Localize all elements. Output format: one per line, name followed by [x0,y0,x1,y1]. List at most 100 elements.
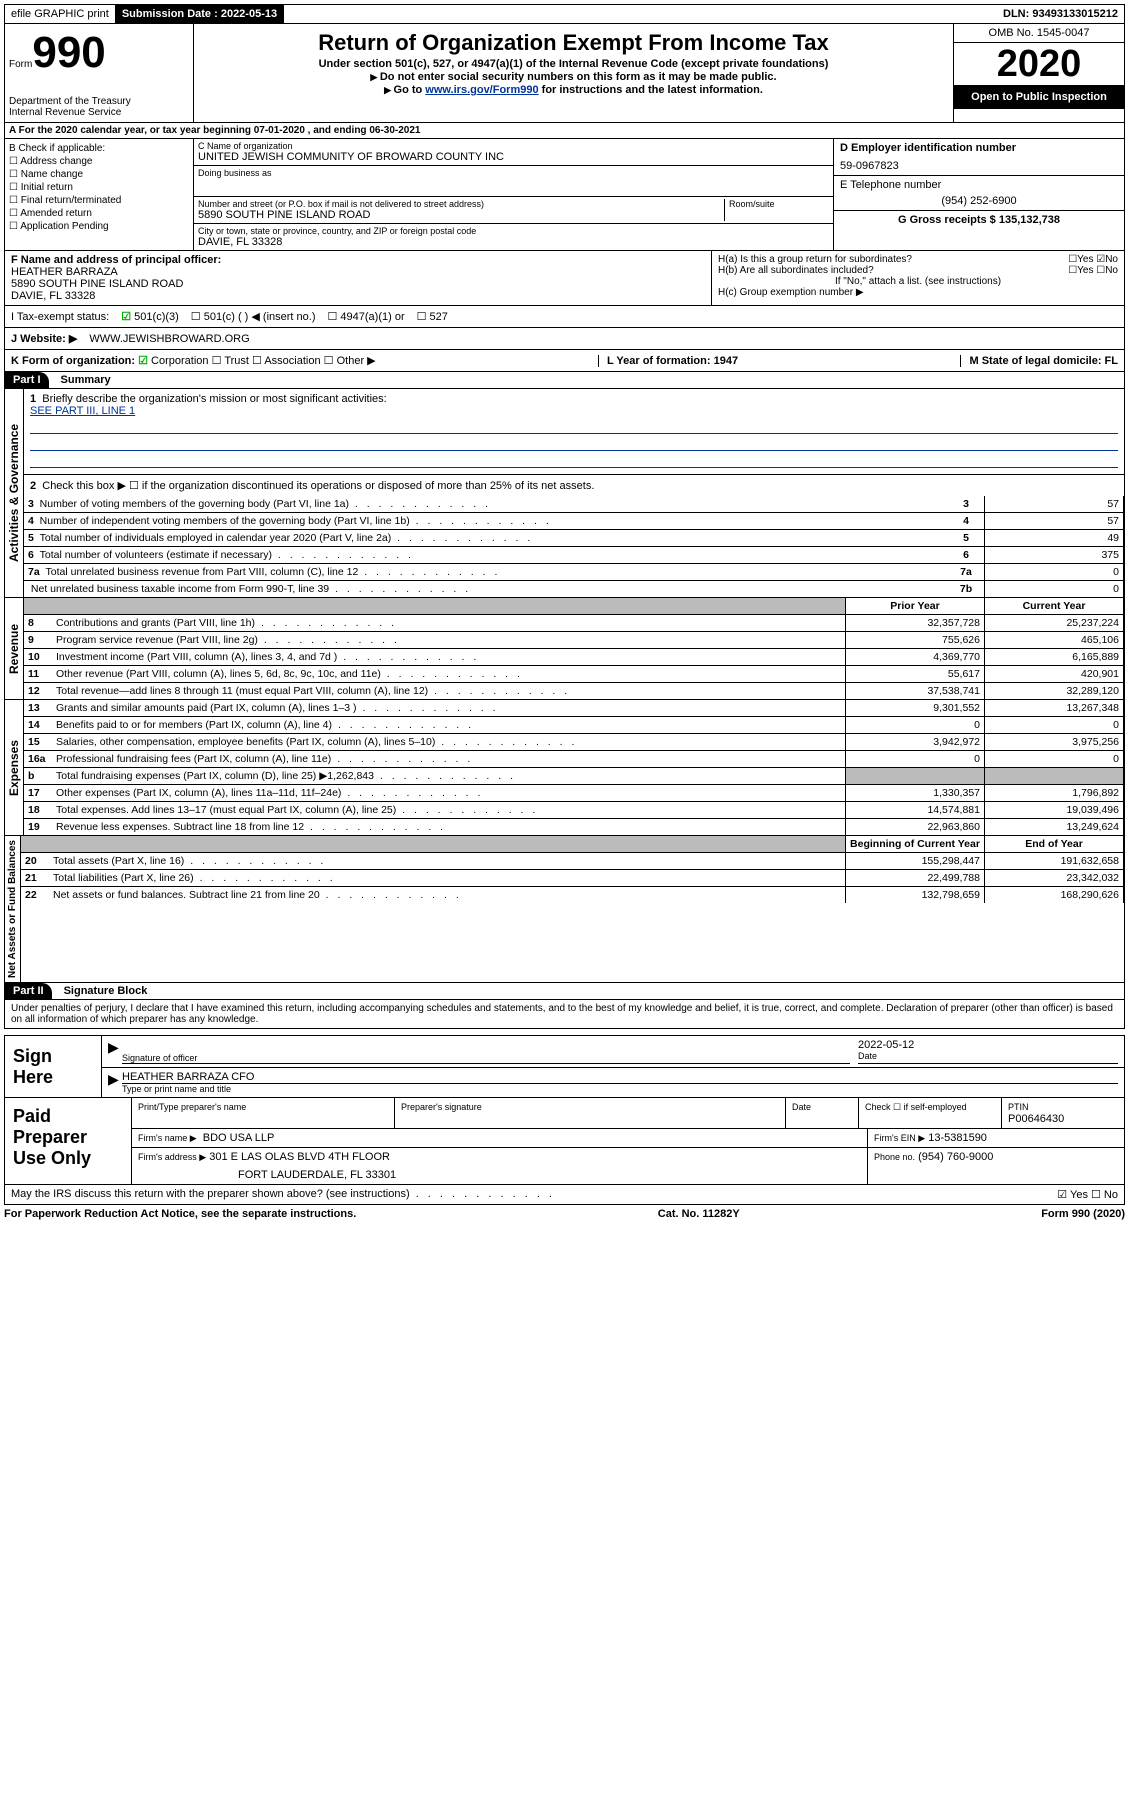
korg-row: K Form of organization: ☑ Corporation ☐ … [4,350,1125,372]
checkbox-item[interactable]: Final return/terminated [9,195,189,206]
phone-label: E Telephone number [840,179,1118,191]
firm-addr1: 301 E LAS OLAS BLVD 4TH FLOOR [209,1151,390,1163]
phone-value: (954) 252-6900 [840,195,1118,207]
subtitle-3: Go to www.irs.gov/Form990 for instructio… [198,84,949,96]
ptin-value: P00646430 [1008,1113,1064,1125]
tax-year: 2020 [954,43,1124,85]
expenses-table: 13Grants and similar amounts paid (Part … [24,700,1124,835]
ha-answer: ☐Yes ☑No [1068,254,1118,265]
tax-exempt-row: I Tax-exempt status: ☑ 501(c)(3) ☐ 501(c… [4,306,1125,328]
part2-header-row: Part II Signature Block [4,983,1125,1000]
part2-title: Signature Block [64,985,148,997]
gross-receipts: G Gross receipts $ 135,132,738 [840,214,1118,226]
firm-ein: 13-5381590 [928,1132,987,1144]
checkbox-item[interactable]: Address change [9,156,189,167]
checkbox-item[interactable]: Application Pending [9,221,189,232]
activities-governance-section: Activities & Governance 1 Briefly descri… [4,389,1125,598]
preparer-phone: (954) 760-9000 [918,1151,993,1163]
checkbox-item[interactable]: Name change [9,169,189,180]
firm-name: BDO USA LLP [203,1132,275,1144]
ein-value: 59-0967823 [840,160,1118,172]
website-value: WWW.JEWISHBROWARD.ORG [89,333,249,345]
street-value: 5890 SOUTH PINE ISLAND ROAD [198,209,724,221]
city-label: City or town, state or province, country… [198,226,829,236]
org-name: UNITED JEWISH COMMUNITY OF BROWARD COUNT… [198,151,829,163]
open-inspection: Open to Public Inspection [954,85,1124,109]
col-c: C Name of organization UNITED JEWISH COM… [194,139,834,250]
part1-header-row: Part I Summary [4,372,1125,389]
part2-badge: Part II [5,983,52,999]
sig-date: 2022-05-12 [858,1039,1118,1051]
perjury-text: Under penalties of perjury, I declare th… [4,1000,1125,1029]
dln-label: DLN: 93493133015212 [997,5,1124,23]
netassets-section: Net Assets or Fund Balances Beginning of… [4,836,1125,983]
room-label: Room/suite [729,199,829,209]
footer: For Paperwork Reduction Act Notice, see … [4,1205,1125,1223]
checkbox-item[interactable]: Initial return [9,182,189,193]
part1-title: Summary [61,374,111,386]
city-value: DAVIE, FL 33328 [198,236,829,248]
form-number: 990 [32,28,105,77]
name-label: C Name of organization [198,141,829,151]
revenue-section: Revenue Prior YearCurrent Year8Contribut… [4,598,1125,700]
subtitle-1: Under section 501(c), 527, or 4947(a)(1)… [198,58,949,70]
col-b-heading: B Check if applicable: [9,143,189,154]
vlabel-governance: Activities & Governance [5,389,24,597]
top-bar: efile GRAPHIC print Submission Date : 20… [4,4,1125,24]
arrow-icon: ▶ [108,1039,122,1064]
officer-name: HEATHER BARRAZA [11,266,705,278]
omb-box: OMB No. 1545-0047 2020 Open to Public In… [953,24,1124,122]
form-990-box: Form990 Department of the Treasury Inter… [5,24,194,122]
check-corp-icon: ☑ [138,355,148,367]
arrow-icon: ▶ [108,1071,122,1094]
mission-value: SEE PART III, LINE 1 [30,405,1118,417]
governance-table: 3 Number of voting members of the govern… [24,496,1124,597]
header-grid: B Check if applicable: Address change Nam… [4,139,1125,251]
discuss-answer: ☑ Yes ☐ No [1057,1188,1118,1201]
revenue-table: Prior YearCurrent Year8Contributions and… [24,598,1124,699]
hb-answer: ☐Yes ☐No [1068,265,1118,276]
dba-label: Doing business as [198,168,829,178]
officer-row: F Name and address of principal officer:… [4,251,1125,306]
ein-label: D Employer identification number [840,142,1118,154]
vlabel-revenue: Revenue [5,598,24,699]
firm-addr2: FORT LAUDERDALE, FL 33301 [238,1169,861,1181]
check-501c3-icon: ☑ [121,311,131,323]
hc-label: H(c) Group exemption number ▶ [718,287,1118,298]
officer-right: H(a) Is this a group return for subordin… [712,251,1124,305]
col-d: D Employer identification number 59-0967… [834,139,1124,250]
part1-badge: Part I [5,372,49,388]
omb-number: OMB No. 1545-0047 [954,24,1124,43]
form-label: Form [9,59,32,70]
discuss-row: May the IRS discuss this return with the… [4,1185,1125,1205]
website-row: J Website: ▶ WWW.JEWISHBROWARD.ORG [4,328,1125,350]
officer-street: 5890 SOUTH PINE ISLAND ROAD [11,278,705,290]
street-label: Number and street (or P.O. box if mail i… [198,199,724,209]
expenses-section: Expenses 13Grants and similar amounts pa… [4,700,1125,836]
vlabel-netassets: Net Assets or Fund Balances [5,836,21,982]
checkbox-item[interactable]: Amended return [9,208,189,219]
subtitle-2: Do not enter social security numbers on … [198,71,949,83]
paperwork-note: For Paperwork Reduction Act Notice, see … [4,1205,356,1223]
efile-label: efile GRAPHIC print [5,5,116,23]
year-formation: L Year of formation: 1947 [607,355,738,367]
header-row: Form990 Department of the Treasury Inter… [4,24,1125,123]
officer-city: DAVIE, FL 33328 [11,290,705,302]
type-name-label: Type or print name and title [122,1083,1118,1094]
irs-link[interactable]: www.irs.gov/Form990 [425,84,538,96]
cat-number: Cat. No. 11282Y [658,1205,740,1223]
submission-date-button[interactable]: Submission Date : 2022-05-13 [116,5,284,23]
officer-typed-name: HEATHER BARRAZA CFO [122,1071,1118,1083]
paid-preparer-label: Paid Preparer Use Only [5,1098,132,1184]
paid-preparer-grid: Paid Preparer Use Only Print/Type prepar… [4,1098,1125,1185]
dept-label: Department of the Treasury Internal Reve… [9,96,189,118]
title-box: Return of Organization Exempt From Incom… [194,24,953,122]
sign-here-label: Sign Here [5,1036,102,1097]
sign-here-grid: Sign Here ▶ Signature of officer 2022-05… [4,1035,1125,1098]
main-title: Return of Organization Exempt From Incom… [198,30,949,56]
col-b: B Check if applicable: Address change Nam… [5,139,194,250]
vlabel-expenses: Expenses [5,700,24,835]
sig-officer-label: Signature of officer [122,1053,850,1063]
h-note: If "No," attach a list. (see instruction… [718,276,1118,287]
officer-left: F Name and address of principal officer:… [5,251,712,305]
